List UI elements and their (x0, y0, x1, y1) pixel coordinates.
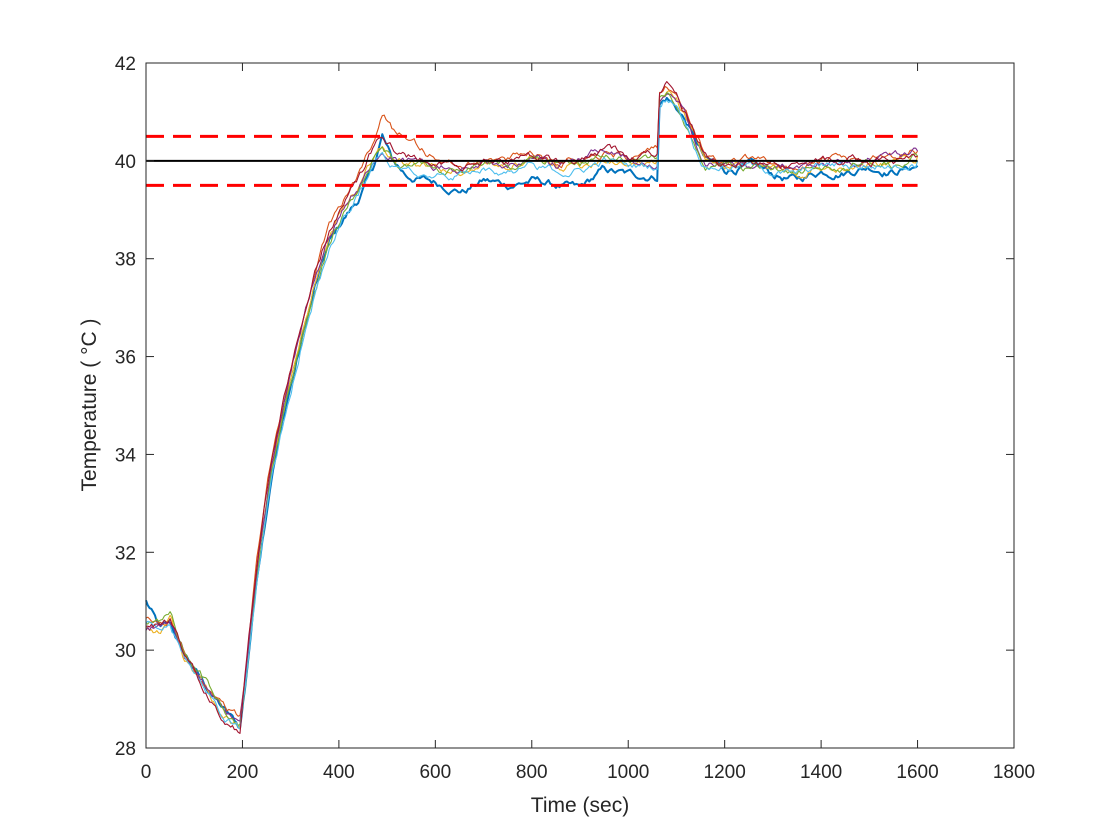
x-axis: 0 200 400 600 800 1000 1200 1400 1600 1800 (141, 63, 1035, 783)
x-tick-label: 1600 (896, 762, 938, 783)
x-tick-label: 1800 (993, 762, 1035, 783)
series-line (145, 85, 919, 717)
y-tick-label: 34 (115, 445, 137, 466)
x-tick-label: 0 (141, 762, 152, 783)
y-tick-label: 42 (115, 54, 136, 75)
x-tick-label: 400 (323, 762, 355, 783)
x-tick-label: 800 (516, 762, 548, 783)
series-layer (145, 81, 919, 734)
series-line (146, 81, 918, 734)
y-tick-label: 36 (115, 348, 136, 369)
y-tick-label: 28 (115, 739, 136, 760)
y-tick-label: 40 (115, 152, 136, 173)
y-axis-label: Temperature ( °C ) (78, 319, 101, 492)
y-tick-label: 38 (115, 250, 136, 271)
plot-frame (145, 62, 1015, 749)
x-tick-label: 1200 (704, 762, 746, 783)
y-tick-label: 30 (115, 641, 136, 662)
plot-area (146, 63, 1014, 748)
reference-lines (146, 134, 918, 187)
x-tick-label: 1400 (800, 762, 842, 783)
x-tick-label: 600 (419, 762, 451, 783)
y-axis: 28 30 32 34 36 38 40 42 (115, 54, 1014, 760)
x-axis-label: Time (sec) (531, 794, 629, 817)
y-tick-label: 32 (115, 543, 136, 564)
x-tick-label: 200 (227, 762, 259, 783)
series-line (145, 99, 919, 730)
x-tick-label: 1000 (607, 762, 649, 783)
